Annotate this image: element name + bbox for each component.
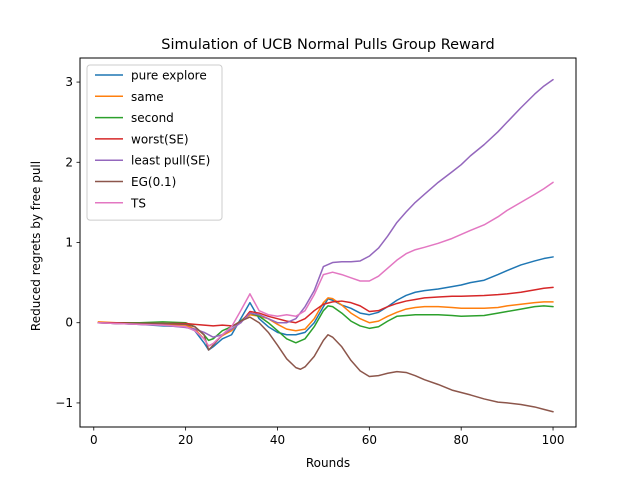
plot-frame: [79, 57, 577, 428]
x-tick-label: 20: [178, 433, 193, 447]
series-line-least-pull-se: [97, 78, 554, 338]
x-tick-label: 80: [454, 433, 469, 447]
legend-label-second: second: [131, 111, 174, 125]
y-tick-label: 2: [65, 155, 73, 169]
y-tick-label: 0: [65, 316, 73, 330]
chart-title: Simulation of UCB Normal Pulls Group Rew…: [161, 37, 494, 53]
y-axis-label: Reduced regrets by free pull: [29, 161, 43, 331]
series-line-ts: [97, 181, 554, 347]
legend-label-worst-se: worst(SE): [131, 132, 189, 146]
x-tick-label: 0: [90, 433, 98, 447]
plot-lines: [97, 78, 554, 413]
legend-label-same: same: [131, 90, 164, 104]
legend-label-eg-0-1: EG(0.1): [131, 175, 176, 189]
series-line-worst-se: [97, 286, 554, 327]
x-tick-label: 60: [362, 433, 377, 447]
series-line-eg-0-1: [97, 316, 554, 413]
legend: pure explore same second worst(SE) least pul…: [86, 64, 223, 221]
y-tick-label: 1: [65, 236, 73, 250]
y-tick-label: 3: [65, 75, 73, 89]
series-line-second: [97, 305, 554, 344]
x-ticks: 0 20 40 60 80 100: [90, 427, 565, 447]
y-tick-label: −1: [55, 396, 73, 410]
x-axis-label: Rounds: [306, 456, 350, 470]
legend-label-least-pull-se: least pull(SE): [131, 154, 210, 168]
x-tick-label: 40: [270, 433, 285, 447]
x-tick-label: 100: [542, 433, 565, 447]
y-ticks: −1 0 1 2 3: [55, 75, 80, 410]
legend-label-ts: TS: [130, 196, 146, 210]
legend-label-pure-explore: pure explore: [131, 69, 207, 83]
